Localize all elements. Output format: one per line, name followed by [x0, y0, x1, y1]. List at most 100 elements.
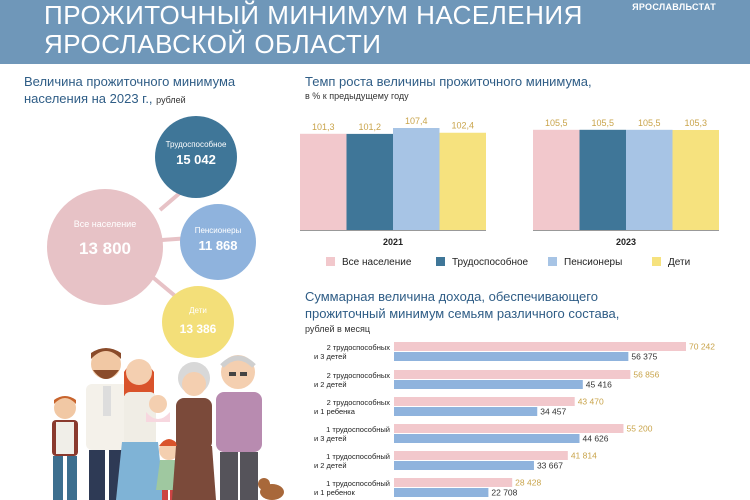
income-category-line: и 3 детей — [314, 352, 347, 361]
income-category-line: 2 трудоспособных — [326, 343, 390, 352]
growth-legend: Все население Трудоспособное Пенсионеры … — [326, 257, 746, 271]
page-title-line2: ЯРОСЛАВСКОЙ ОБЛАСТИ — [44, 29, 382, 59]
income-category-line: и 1 ребенка — [314, 407, 355, 416]
legend-label-pensioners: Пенсионеры — [564, 257, 623, 268]
income-subtitle: рублей в месяц — [305, 324, 371, 334]
bubble-all-population: Все население 13 800 — [47, 189, 163, 305]
income-bar-label-0-0: 70 242 — [689, 342, 715, 352]
left-title-unit: рублей — [156, 95, 186, 105]
income-category-line: и 1 ребенок — [314, 488, 355, 497]
left-title-line1: Величина прожиточного минимума — [24, 74, 236, 89]
income-category-0: 2 трудоспособных и 3 детей — [300, 343, 390, 361]
income-category-line: 2 трудоспособных — [326, 398, 390, 407]
legend-swatch-all — [326, 257, 335, 266]
legend-item-all: Все население — [326, 257, 411, 271]
income-bar-4-1 — [394, 461, 534, 470]
income-bar-3-1 — [394, 434, 580, 443]
legend-item-working: Трудоспособное — [436, 257, 528, 271]
legend-label-all: Все население — [342, 257, 412, 268]
income-bar-label-2-0: 43 470 — [578, 397, 604, 407]
income-bar-label-1-1: 45 416 — [586, 380, 612, 390]
growth-bar-label-2023-2: 105,5 — [638, 118, 661, 128]
income-title-line1: Суммарная величина дохода, обеспечивающе… — [305, 289, 598, 304]
income-bar-5-0 — [394, 478, 513, 487]
bubble-working-age: Трудоспособное 15 042 — [155, 116, 237, 198]
growth-bar-label-2021-1: 101,2 — [358, 122, 381, 132]
growth-bar-label-2023-3: 105,3 — [684, 118, 707, 128]
income-category-line: 1 трудоспособный — [326, 452, 390, 461]
income-category-line: и 2 детей — [314, 380, 347, 389]
left-title-line2: населения на 2023 г., — [24, 91, 153, 106]
income-bar-4-0 — [394, 451, 568, 460]
income-category-5: 1 трудоспособный и 1 ребенок — [300, 479, 390, 497]
growth-bar-2023-2 — [626, 129, 673, 230]
page-title-line1: ПРОЖИТОЧНЫЙ МИНИМУМ НАСЕЛЕНИЯ — [44, 0, 583, 30]
income-bar-0-1 — [394, 352, 629, 361]
bubble-pensioners-value: 11 868 — [198, 238, 238, 253]
income-bar-label-0-1: 56 375 — [631, 352, 657, 362]
income-title-line2: прожиточный минимум семьям различного со… — [305, 306, 620, 321]
legend-swatch-children — [652, 257, 661, 266]
income-bar-0-0 — [394, 342, 686, 351]
brand-label: ЯРОСЛАВЛЬСТАТ — [632, 2, 716, 12]
bubble-children-value: 13 386 — [179, 322, 217, 336]
growth-chart-title: Темп роста величины прожиточного минимум… — [305, 73, 592, 105]
income-bar-label-3-0: 55 200 — [626, 424, 652, 434]
income-bar-label-5-0: 28 428 — [515, 478, 541, 488]
growth-category-2023: 2023 — [616, 237, 636, 247]
legend-swatch-pensioners — [548, 257, 557, 266]
growth-bar-2021-1 — [346, 133, 393, 230]
growth-bar-2023-3 — [672, 129, 719, 230]
income-category-line: и 2 детей — [314, 461, 347, 470]
growth-bar-label-2021-2: 107,4 — [405, 116, 428, 126]
growth-bar-label-2023-1: 105,5 — [591, 118, 614, 128]
income-bar-5-1 — [394, 488, 489, 497]
legend-item-children: Дети — [652, 257, 690, 271]
growth-bar-2021-3 — [439, 132, 486, 230]
income-category-2: 2 трудоспособных и 1 ребенка — [300, 398, 390, 416]
growth-subtitle: в % к предыдущему году — [305, 91, 409, 101]
income-bar-2-0 — [394, 397, 575, 406]
income-category-line: 1 трудоспособный — [326, 479, 390, 488]
income-category-1: 2 трудоспособных и 2 детей — [300, 371, 390, 389]
income-chart-title: Суммарная величина дохода, обеспечивающе… — [305, 288, 619, 338]
growth-bar-2021-0 — [300, 133, 347, 230]
bubble-pensioners: Пенсионеры 11 868 — [180, 204, 256, 280]
growth-bar-label-2021-3: 102,4 — [451, 121, 474, 131]
header-banner: ПРОЖИТОЧНЫЙ МИНИМУМ НАСЕЛЕНИЯ ЯРОСЛАВСКО… — [0, 0, 750, 64]
bubble-all-population-label: Все население — [73, 219, 137, 229]
bubble-all-population-value: 13 800 — [79, 239, 131, 258]
growth-bar-label-2021-0: 101,3 — [312, 122, 335, 132]
income-bar-label-2-1: 34 457 — [540, 407, 566, 417]
growth-bar-label-2023-0: 105,5 — [545, 118, 568, 128]
growth-bar-2023-0 — [533, 129, 580, 230]
income-bar-1-1 — [394, 380, 583, 389]
growth-title-text: Темп роста величины прожиточного минимум… — [305, 74, 592, 89]
income-bar-label-4-1: 33 667 — [537, 461, 563, 471]
income-bar-2-1 — [394, 407, 538, 416]
bubble-working-age-label: Трудоспособное — [165, 140, 227, 149]
income-category-line: 1 трудоспособный — [326, 425, 390, 434]
income-bar-label-1-0: 56 856 — [633, 370, 659, 380]
legend-label-children: Дети — [668, 257, 691, 268]
legend-item-pensioners: Пенсионеры — [548, 257, 622, 271]
income-category-3: 1 трудоспособный и 3 детей — [300, 425, 390, 443]
bubble-working-age-value: 15 042 — [176, 152, 216, 167]
income-category-line: 2 трудоспособных — [326, 371, 390, 380]
bubble-children: Дети 13 386 — [162, 286, 234, 358]
income-category-4: 1 трудоспособный и 2 детей — [300, 452, 390, 470]
growth-bar-2023-1 — [579, 129, 626, 230]
income-category-line: и 3 детей — [314, 434, 347, 443]
income-bar-1-0 — [394, 370, 631, 379]
income-bar-3-0 — [394, 424, 624, 433]
family-illustration — [52, 348, 284, 500]
income-bar-label-3-1: 44 626 — [583, 434, 609, 444]
growth-bar-2021-2 — [393, 128, 440, 230]
growth-category-2021: 2021 — [383, 237, 403, 247]
legend-swatch-working — [436, 257, 445, 266]
income-bar-label-5-1: 22 708 — [491, 488, 517, 498]
legend-label-working: Трудоспособное — [452, 257, 529, 268]
income-bar-label-4-0: 41 814 — [571, 451, 597, 461]
